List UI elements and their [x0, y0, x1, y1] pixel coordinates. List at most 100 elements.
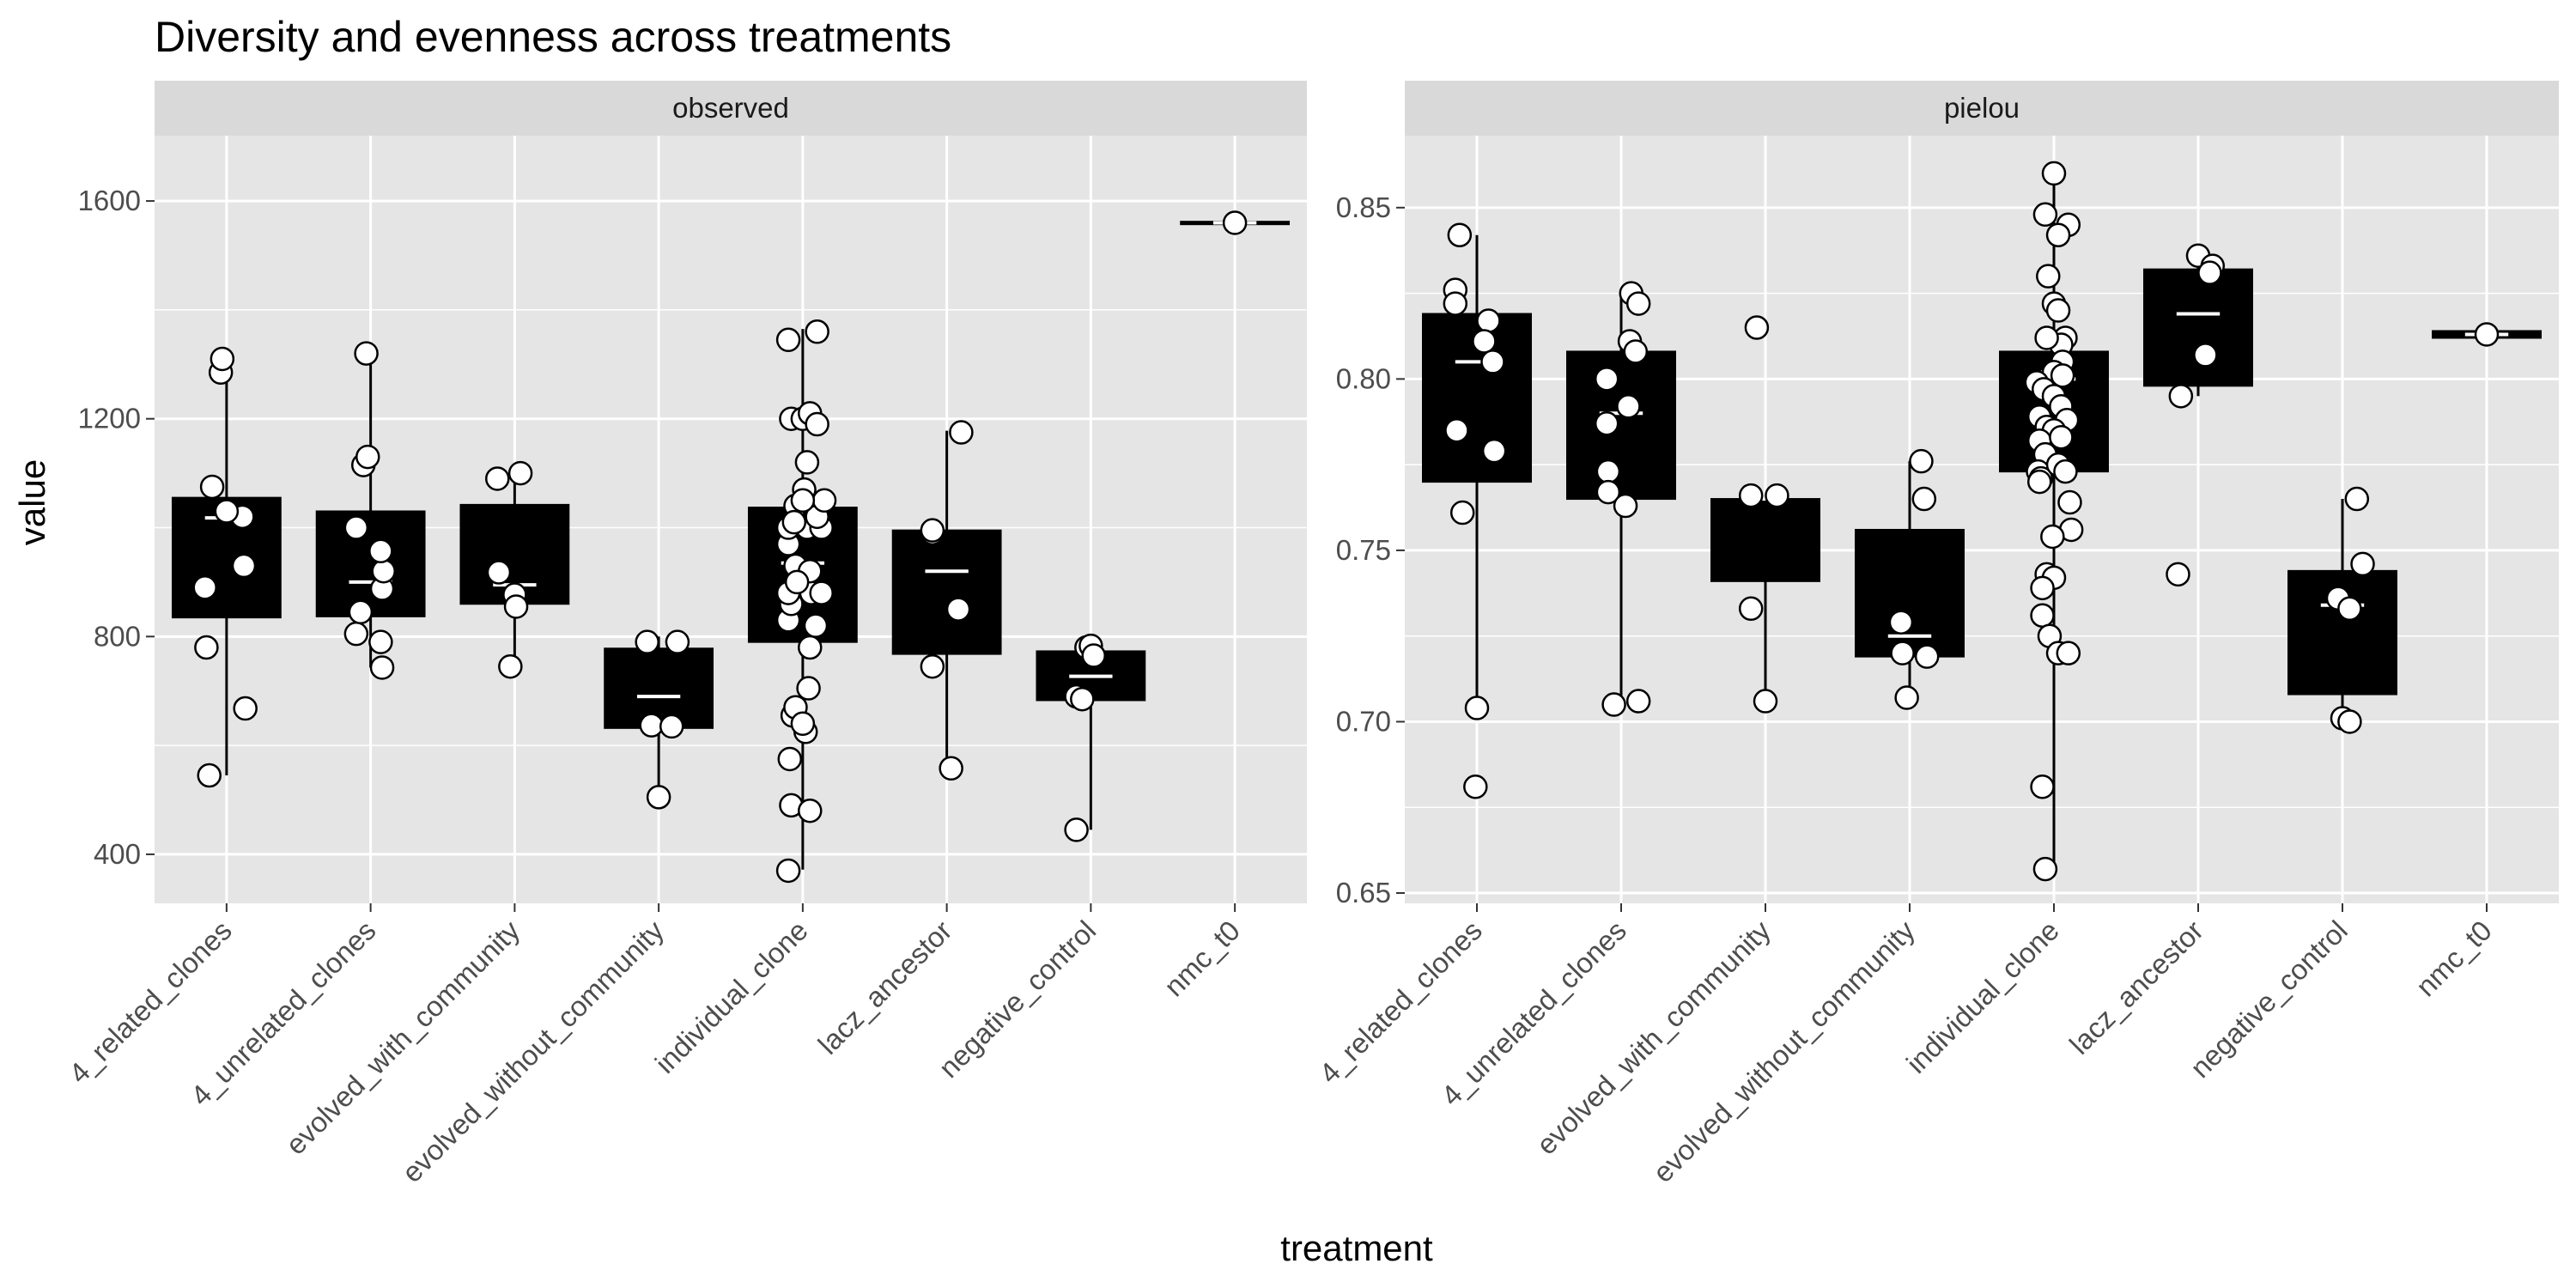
points-nmc_t0	[2474, 322, 2500, 347]
facet-strip	[155, 81, 1307, 136]
x-axis-title: treatment	[1280, 1228, 1433, 1268]
data-point	[2056, 641, 2081, 665]
data-point	[1476, 308, 1501, 333]
data-point	[1911, 486, 1937, 512]
points-4_unrelated_clones	[343, 341, 396, 680]
y-tick-label: 0.70	[1336, 705, 1391, 737]
data-point	[945, 597, 971, 622]
data-point	[2474, 322, 2500, 347]
data-point	[343, 621, 369, 647]
data-point	[790, 711, 816, 737]
data-point	[2166, 562, 2190, 587]
data-point	[194, 635, 219, 660]
data-point	[2034, 325, 2059, 350]
data-point	[503, 594, 529, 619]
data-point	[2030, 603, 2055, 628]
y-tick-label: 400	[94, 838, 141, 870]
data-point	[796, 676, 821, 701]
box-lacz_ancestor	[891, 430, 1002, 769]
data-point	[2040, 524, 2065, 550]
data-point	[1625, 689, 1651, 714]
data-point	[368, 629, 393, 654]
data-point	[784, 569, 810, 595]
data-point	[1481, 438, 1507, 464]
data-point	[811, 488, 837, 513]
data-point	[348, 599, 374, 625]
data-point	[1890, 641, 1915, 665]
data-point	[2193, 343, 2218, 368]
box-4_unrelated_clones	[315, 353, 426, 668]
data-point	[1625, 291, 1651, 316]
points-nmc_t0	[1222, 210, 1248, 235]
data-point	[2032, 202, 2058, 228]
points-evolved_with_community	[484, 460, 533, 679]
data-point	[781, 509, 807, 535]
box-evolved_without_community	[1855, 461, 1965, 702]
data-point	[1464, 696, 1490, 720]
y-tick-label: 0.75	[1336, 534, 1391, 566]
data-point	[659, 714, 684, 739]
data-point	[1909, 448, 1934, 474]
y-axis-title: value	[12, 459, 52, 545]
data-point	[809, 580, 834, 605]
data-point	[1222, 210, 1248, 235]
data-point	[1594, 367, 1619, 392]
data-point	[214, 499, 240, 524]
data-point	[1613, 493, 1638, 519]
data-point	[1616, 394, 1641, 419]
data-point	[665, 629, 690, 654]
y-tick-label: 0.85	[1336, 191, 1391, 223]
data-point	[1914, 644, 1940, 669]
data-point	[2045, 222, 2071, 247]
data-point	[794, 450, 820, 475]
facet-strip	[1405, 81, 2559, 136]
data-point	[355, 444, 380, 470]
data-point	[1444, 417, 1469, 443]
data-point	[1753, 689, 1778, 714]
data-point	[1070, 686, 1095, 712]
data-point	[920, 653, 945, 679]
points-negative_control	[2325, 486, 2375, 734]
data-point	[775, 327, 801, 353]
data-point	[805, 411, 829, 437]
points-4_related_clones	[192, 346, 258, 788]
data-point	[1894, 685, 1919, 710]
data-point	[2197, 260, 2222, 285]
panel-background	[1405, 136, 2559, 903]
data-point	[2030, 575, 2055, 601]
data-point	[2026, 469, 2052, 495]
data-point	[2050, 363, 2075, 388]
data-point	[486, 560, 512, 585]
data-point	[2350, 551, 2375, 577]
data-point	[2053, 459, 2078, 484]
points-4_unrelated_clones	[1594, 281, 1651, 717]
data-point	[635, 629, 659, 654]
box-evolved_with_community	[1710, 497, 1820, 705]
data-point	[1888, 610, 1914, 635]
data-point	[1463, 775, 1488, 799]
chart-title: Diversity and evenness across treatments	[155, 13, 951, 61]
points-lacz_ancestor	[2166, 243, 2226, 587]
data-point	[805, 319, 829, 344]
data-point	[343, 515, 369, 540]
data-point	[790, 488, 816, 513]
data-point	[507, 460, 533, 486]
y-tick-label: 1600	[78, 185, 141, 216]
data-point	[2030, 775, 2055, 799]
data-point	[192, 575, 217, 600]
points-4_related_clones	[1443, 222, 1507, 799]
box-iqr	[1566, 350, 1676, 501]
data-point	[2041, 161, 2067, 186]
points-lacz_ancestor	[920, 420, 974, 781]
points-evolved_without_community	[635, 629, 690, 810]
data-point	[803, 613, 829, 638]
y-tick-label: 0.80	[1336, 362, 1391, 394]
data-point	[2168, 384, 2194, 409]
facet-strip-label: pielou	[1944, 92, 2020, 124]
data-point	[199, 474, 225, 500]
data-point	[2049, 424, 2074, 450]
y-tick-label: 800	[94, 620, 141, 652]
data-point	[197, 762, 222, 788]
data-point	[1081, 643, 1106, 668]
